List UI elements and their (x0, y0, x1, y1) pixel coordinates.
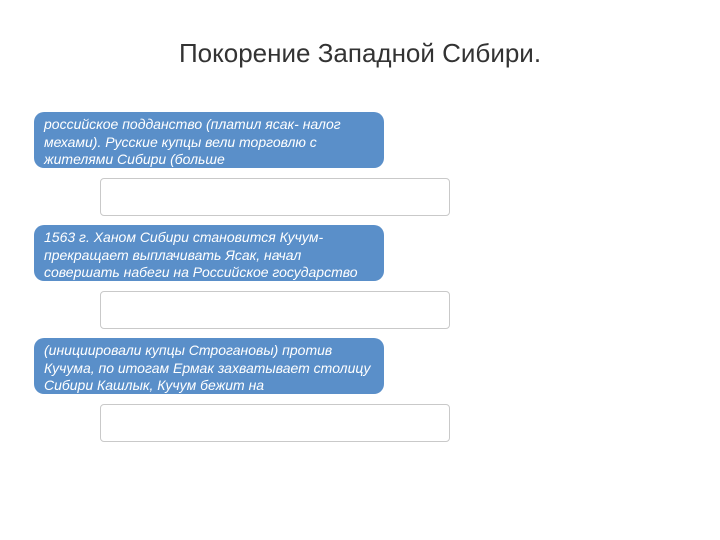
slide-title: Покорение Западной Сибири. (0, 38, 720, 69)
event-block-3-text: (инициировали купцы Строгановы) против К… (44, 342, 371, 393)
spacer-block-1 (100, 178, 450, 216)
event-block-3: (инициировали купцы Строгановы) против К… (34, 338, 384, 394)
event-block-2: 1563 г. Ханом Сибири становится Кучум- п… (34, 225, 384, 281)
slide: Покорение Западной Сибири. российское по… (0, 0, 720, 540)
event-block-1: российское подданство (платил ясак- нало… (34, 112, 384, 168)
event-block-2-text: 1563 г. Ханом Сибири становится Кучум- п… (44, 229, 358, 280)
spacer-block-3 (100, 404, 450, 442)
event-block-1-text: российское подданство (платил ясак- нало… (44, 116, 341, 167)
spacer-block-2 (100, 291, 450, 329)
